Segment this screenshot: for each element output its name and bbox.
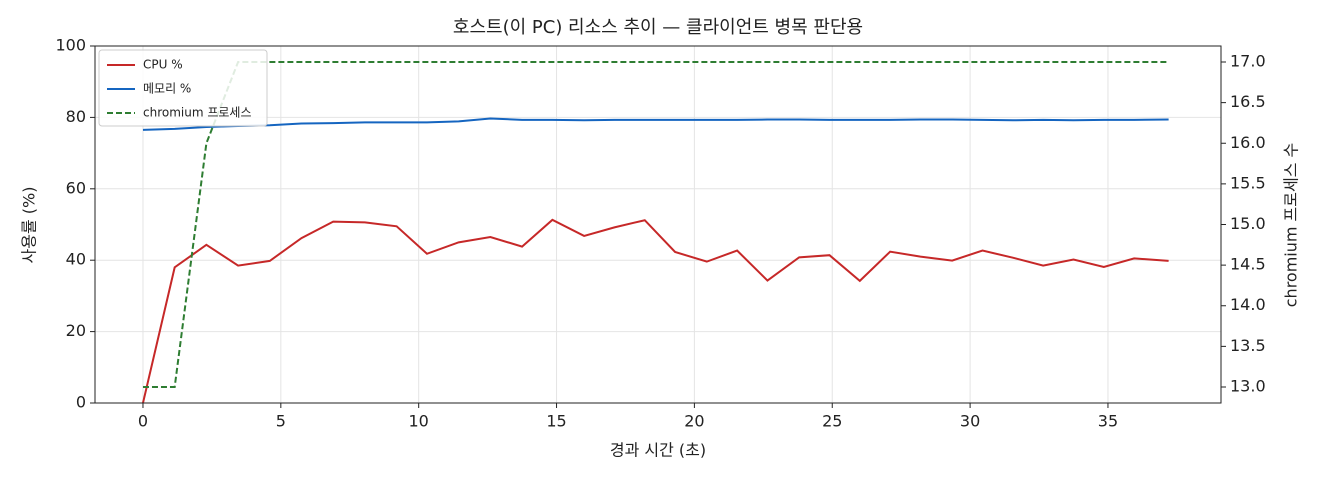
chart-title: 호스트(이 PC) 리소스 추이 — 클라이언트 병목 판단용 — [453, 17, 863, 38]
y2-tick-label: 13.5 — [1230, 336, 1266, 355]
y2-tick-label: 15.5 — [1230, 173, 1266, 192]
legend-box — [98, 49, 268, 127]
y2-tick-label: 16.0 — [1230, 133, 1266, 152]
y-tick-label: 100 — [55, 36, 86, 55]
y2-tick-label: 13.0 — [1230, 376, 1266, 395]
y-axis-label: 사용률 (%) — [20, 187, 39, 264]
y2-tick-label: 16.5 — [1230, 92, 1266, 111]
y-tick-label: 80 — [66, 107, 86, 126]
x-tick-label: 20 — [684, 412, 704, 431]
legend-label: CPU % — [143, 58, 183, 72]
legend: CPU % 메모리 % chromium 프로세스 — [98, 49, 268, 127]
y-tick-label: 60 — [66, 178, 86, 197]
legend-label: chromium 프로세스 — [143, 106, 252, 120]
x-tick-label: 0 — [138, 412, 148, 431]
x-tick-label: 15 — [546, 412, 566, 431]
y2-tick-label: 14.0 — [1230, 295, 1266, 314]
y2-axis-label: chromium 프로세스 수 — [1282, 143, 1301, 307]
y2-tick-label: 17.0 — [1230, 52, 1266, 71]
y2-tick-label: 14.5 — [1230, 255, 1266, 274]
x-axis-label: 경과 시간 (초) — [610, 441, 706, 460]
data-line — [142, 61, 1169, 388]
y-tick-label: 0 — [76, 393, 86, 412]
x-tick-label: 30 — [960, 412, 980, 431]
x-tick-label: 25 — [822, 412, 842, 431]
data-line — [142, 218, 1169, 404]
x-tick-label: 35 — [1098, 412, 1118, 431]
legend-label: 메모리 % — [143, 82, 191, 96]
x-tick-label: 5 — [276, 412, 286, 431]
x-tick-label: 10 — [409, 412, 429, 431]
y-tick-label: 40 — [66, 250, 86, 269]
y-tick-label: 20 — [66, 321, 86, 340]
data-line — [142, 117, 1169, 131]
plot-frame — [94, 45, 1222, 404]
y2-tick-label: 15.0 — [1230, 214, 1266, 233]
